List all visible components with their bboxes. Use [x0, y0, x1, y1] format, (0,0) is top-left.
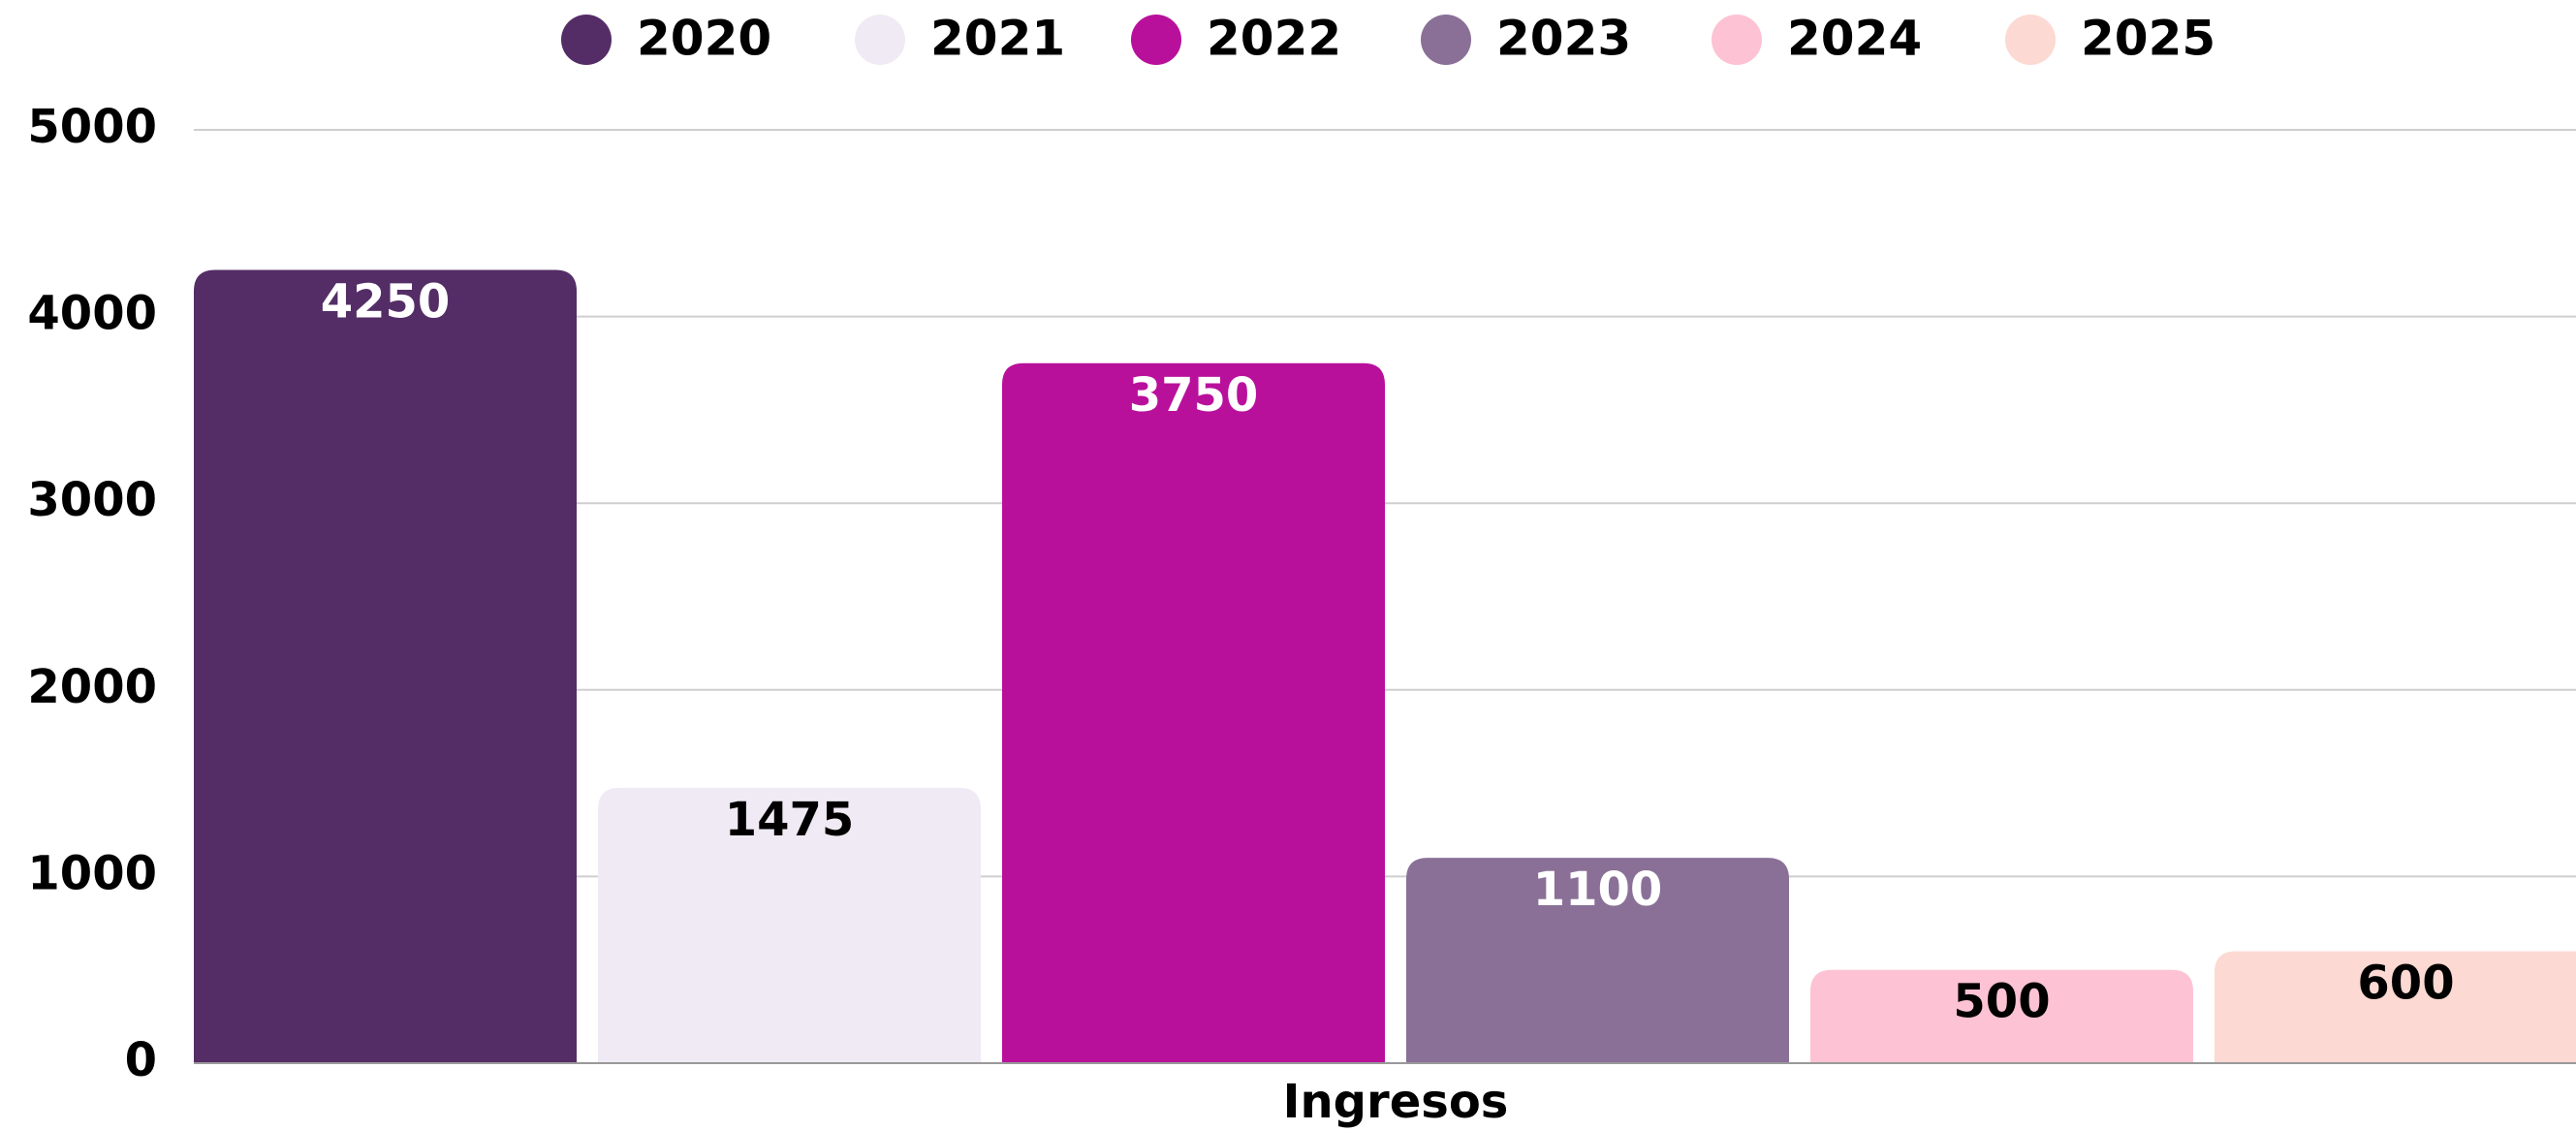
legend-label: 2020 [637, 11, 771, 67]
bar [194, 269, 577, 1063]
bar [1406, 858, 1789, 1063]
legend-swatch [2005, 15, 2056, 65]
value-label: 600 [2357, 956, 2454, 1010]
legend-swatch [1131, 15, 1181, 65]
bar [1002, 362, 1385, 1063]
y-tick-label: 2000 [27, 660, 157, 714]
bar [2215, 951, 2576, 1063]
legend-label: 2021 [930, 11, 1065, 67]
x-tick-label: Ingresos [1283, 1075, 1509, 1129]
y-tick-label: 0 [125, 1033, 157, 1087]
bar [1810, 969, 2193, 1063]
legend-swatch [561, 15, 612, 65]
legend-label: 2022 [1207, 11, 1341, 67]
value-label: 1100 [1533, 863, 1663, 917]
bar [598, 787, 981, 1063]
y-tick-label: 3000 [27, 473, 157, 527]
legend-swatch [855, 15, 905, 65]
legend-label: 2025 [2081, 11, 2215, 67]
value-label: 4250 [321, 274, 451, 329]
legend-swatch [1712, 15, 1762, 65]
legend-label: 2023 [1496, 11, 1631, 67]
y-tick-label: 5000 [27, 100, 157, 154]
value-label: 500 [1953, 975, 2050, 1029]
legend-label: 2024 [1787, 11, 1922, 67]
y-tick-label: 1000 [27, 846, 157, 900]
y-tick-label: 4000 [27, 287, 157, 341]
value-label: 3750 [1129, 368, 1259, 423]
legend-swatch [1421, 15, 1471, 65]
value-label: 1475 [725, 793, 855, 847]
